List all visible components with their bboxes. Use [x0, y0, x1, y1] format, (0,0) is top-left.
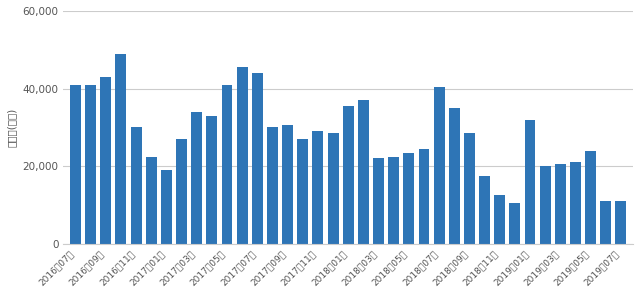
Bar [328, 133, 339, 244]
Bar [146, 157, 157, 244]
Bar [312, 131, 323, 244]
Bar [585, 151, 596, 244]
Bar [525, 120, 536, 244]
Bar [221, 85, 232, 244]
Bar [419, 149, 429, 244]
Bar [388, 157, 399, 244]
Bar [509, 203, 520, 244]
Bar [555, 164, 566, 244]
Bar [191, 112, 202, 244]
Bar [176, 139, 187, 244]
Bar [267, 127, 278, 244]
Bar [464, 133, 475, 244]
Bar [479, 176, 490, 244]
Bar [85, 85, 96, 244]
Bar [206, 116, 218, 244]
Bar [494, 196, 505, 244]
Y-axis label: 거래량(건수): 거래량(건수) [7, 108, 17, 147]
Bar [570, 162, 581, 244]
Bar [449, 108, 460, 244]
Bar [115, 54, 126, 244]
Bar [434, 87, 445, 244]
Bar [70, 85, 81, 244]
Bar [282, 126, 293, 244]
Bar [252, 73, 263, 244]
Bar [298, 139, 308, 244]
Bar [100, 77, 111, 244]
Bar [237, 67, 248, 244]
Bar [343, 106, 354, 244]
Bar [600, 201, 611, 244]
Bar [616, 201, 627, 244]
Bar [161, 170, 172, 244]
Bar [131, 127, 141, 244]
Bar [373, 158, 384, 244]
Bar [540, 166, 550, 244]
Bar [358, 100, 369, 244]
Bar [403, 153, 414, 244]
